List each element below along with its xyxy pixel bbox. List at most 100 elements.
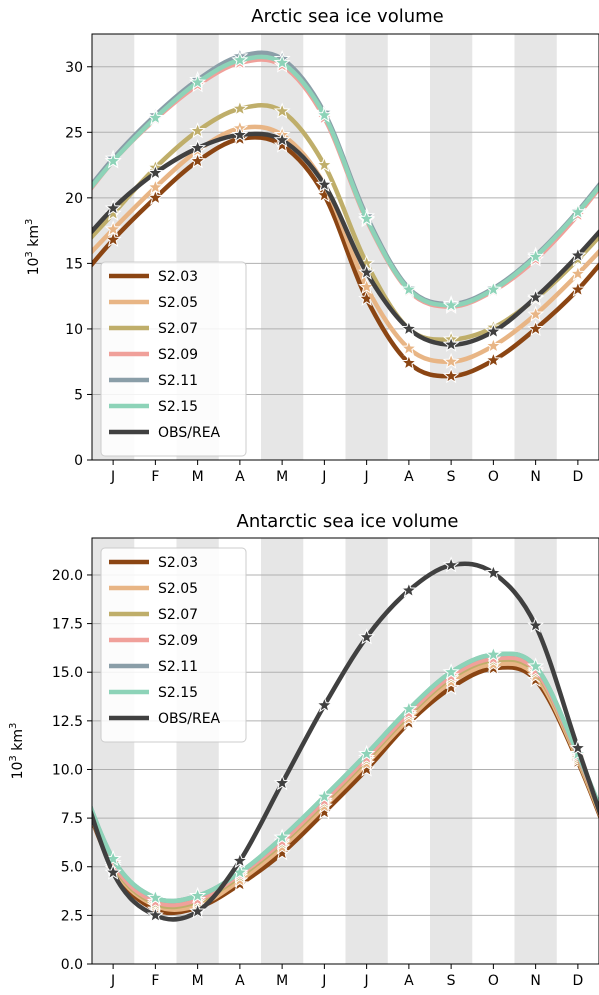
data-point-star [484, 351, 502, 368]
data-point-star [527, 247, 545, 265]
data-point-star [527, 657, 545, 674]
data-point-star [400, 354, 418, 371]
data-point-star [231, 99, 249, 116]
y-tick-label: 0 [74, 453, 83, 469]
x-tick-label-o: O [488, 469, 499, 485]
series-layer [92, 47, 599, 384]
y-axis-label-base: 10 [26, 258, 42, 276]
x-tick-label-d: D [572, 469, 583, 485]
chart-title: Arctic sea ice volume [251, 6, 443, 27]
data-point-star [273, 102, 291, 119]
series-line-s2-05 [92, 124, 599, 365]
data-point-star [400, 320, 418, 337]
legend-label: OBS/REA [158, 425, 221, 441]
legend-label: S2.15 [158, 399, 198, 415]
data-point-star [146, 906, 164, 923]
x-tick-label-n: N [530, 973, 540, 989]
data-point-star [104, 863, 122, 880]
x-tick-label-m: M [192, 469, 204, 485]
legend-label: S2.15 [158, 685, 198, 701]
legend: S2.03 S2.05 S2.07 S2.09 S2.11 S2.15 OBS/REA [100, 261, 247, 457]
x-tick-label-m: M [276, 469, 288, 485]
data-point-star [146, 108, 164, 126]
data-point-star [484, 564, 502, 581]
data-point-star [231, 51, 249, 68]
y-tick-label: 15 [65, 256, 83, 272]
data-point-star [231, 852, 249, 869]
data-point-star [104, 220, 122, 237]
y-axis-label-exp: 3 [24, 251, 35, 257]
y-tick-label: 20.0 [52, 568, 83, 584]
data-point-star [569, 264, 587, 282]
data-point-star [484, 280, 502, 297]
x-tick-label-m: M [276, 973, 288, 989]
data-point-star [569, 280, 587, 297]
data-point-star [189, 902, 207, 919]
data-point-star [189, 152, 207, 169]
data-point-star [146, 888, 164, 906]
y-tick-label: 0.0 [61, 957, 83, 973]
legend-label: S2.09 [158, 633, 198, 649]
x-tick-label-s: S [447, 973, 456, 989]
data-point-star [273, 53, 291, 71]
data-point-star [527, 305, 545, 322]
x-tick-label-m: M [192, 973, 204, 989]
x-tick-label-n: N [530, 469, 540, 485]
data-point-star [442, 296, 460, 313]
x-tick-label-a: A [235, 973, 245, 989]
x-tick-label-a: A [235, 469, 245, 485]
legend-label: S2.07 [158, 321, 198, 337]
arctic-chart-panel: 0 5 10 15 20 25 30 J F M A M J J A S O N D Arctic sea ice v… [24, 6, 599, 485]
month-shade-band [261, 34, 304, 460]
data-point-star [315, 156, 333, 173]
y-axis-label-base: 10 [10, 762, 26, 780]
legend-label: S2.09 [158, 347, 198, 363]
data-point-star [484, 645, 502, 662]
data-point-star [400, 280, 418, 297]
data-point-star [442, 663, 460, 680]
y-axis-label: 103 km3 [8, 723, 26, 780]
data-point-star [104, 199, 122, 216]
y-tick-label: 2.5 [61, 908, 83, 924]
legend-label: S2.11 [158, 373, 198, 389]
data-point-star [400, 700, 418, 717]
month-shade-band [261, 538, 304, 964]
x-tick-label-j: J [364, 469, 369, 485]
data-point-star [527, 288, 545, 305]
series-layer [92, 556, 599, 923]
data-point-star [442, 352, 460, 369]
series-line-obs-rea [92, 131, 599, 347]
y-tick-label: 30 [65, 60, 83, 76]
y-tick-label: 15.0 [52, 665, 83, 681]
data-point-star [527, 320, 545, 337]
data-point-star [484, 337, 502, 354]
x-tick-label-a: A [404, 469, 414, 485]
data-point-star [189, 887, 207, 904]
axes-frame [91, 537, 599, 965]
data-point-star [189, 122, 207, 139]
data-point-star [189, 139, 207, 156]
x-tick-label-j: J [364, 973, 369, 989]
data-point-star [569, 739, 587, 756]
y-tick-label: 5 [74, 387, 83, 403]
series-line-s2-15 [92, 54, 599, 308]
antarctic-chart-panel: 0.0 2.5 5.0 7.5 10.0 12.5 15.0 17.5 20.0 J F M A M J J A… [8, 511, 599, 989]
data-point-star [231, 126, 249, 143]
data-point-star [400, 339, 418, 356]
data-point-star [315, 175, 333, 192]
data-point-star [273, 774, 291, 791]
y-tick-label: 10 [65, 322, 83, 338]
y-axis-label-exp: 3 [8, 755, 19, 761]
legend-label: S2.03 [158, 269, 198, 285]
y-tick-label: 25 [65, 125, 83, 141]
legend-label: S2.07 [158, 607, 198, 623]
y-tick-label: 7.5 [61, 811, 83, 827]
legend-label: S2.11 [158, 659, 198, 675]
data-point-star [315, 787, 333, 804]
data-point-star [358, 263, 376, 280]
y-axis-label-unit-exp: 3 [24, 219, 35, 225]
data-point-star [442, 556, 460, 573]
x-tick-label-j: J [321, 973, 326, 989]
data-point-star [358, 209, 376, 227]
